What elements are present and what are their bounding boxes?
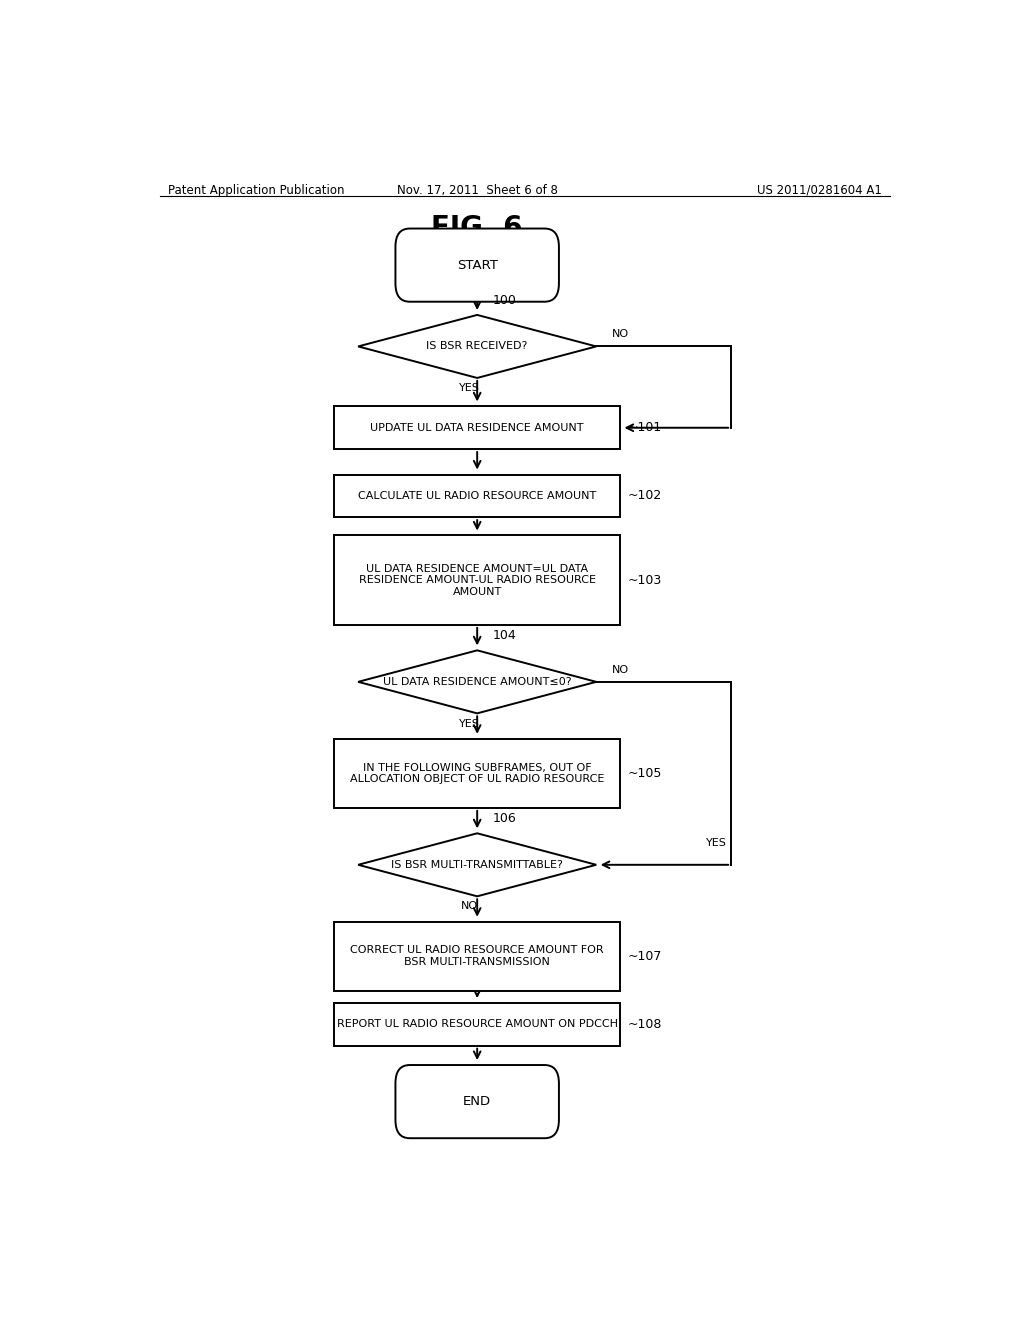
Text: START: START [457,259,498,272]
Bar [334,407,620,449]
Polygon shape [358,315,596,378]
Text: NO: NO [612,665,629,675]
Text: IN THE FOLLOWING SUBFRAMES, OUT OF
ALLOCATION OBJECT OF UL RADIO RESOURCE: IN THE FOLLOWING SUBFRAMES, OUT OF ALLOC… [350,763,604,784]
Text: ~107: ~107 [628,950,663,962]
Text: 100: 100 [494,294,517,306]
Text: YES: YES [459,383,479,393]
Text: 106: 106 [494,812,517,825]
Text: CORRECT UL RADIO RESOURCE AMOUNT FOR
BSR MULTI-TRANSMISSION: CORRECT UL RADIO RESOURCE AMOUNT FOR BSR… [350,945,604,968]
Text: IS BSR MULTI-TRANSMITTABLE?: IS BSR MULTI-TRANSMITTABLE? [391,859,563,870]
Text: 104: 104 [494,630,517,643]
Text: NO: NO [461,902,478,912]
Text: END: END [463,1096,492,1107]
Text: ~103: ~103 [628,574,663,586]
Polygon shape [358,651,596,713]
Bar [334,1003,620,1045]
Text: ~105: ~105 [628,767,663,780]
Text: REPORT UL RADIO RESOURCE AMOUNT ON PDCCH: REPORT UL RADIO RESOURCE AMOUNT ON PDCCH [337,1019,617,1030]
Text: CALCULATE UL RADIO RESOURCE AMOUNT: CALCULATE UL RADIO RESOURCE AMOUNT [358,491,596,500]
Text: YES: YES [459,718,479,729]
Text: UPDATE UL DATA RESIDENCE AMOUNT: UPDATE UL DATA RESIDENCE AMOUNT [371,422,584,433]
Text: Patent Application Publication: Patent Application Publication [168,183,344,197]
Bar [334,921,620,991]
Text: ~102: ~102 [628,490,663,503]
Text: UL DATA RESIDENCE AMOUNT≤0?: UL DATA RESIDENCE AMOUNT≤0? [383,677,571,686]
Text: ~108: ~108 [628,1018,663,1031]
Text: IS BSR RECEIVED?: IS BSR RECEIVED? [427,342,527,351]
Text: UL DATA RESIDENCE AMOUNT=UL DATA
RESIDENCE AMOUNT-UL RADIO RESOURCE
AMOUNT: UL DATA RESIDENCE AMOUNT=UL DATA RESIDEN… [358,564,596,597]
Text: US 2011/0281604 A1: US 2011/0281604 A1 [757,183,882,197]
Bar [334,739,620,808]
Bar [334,536,620,624]
Polygon shape [358,833,596,896]
FancyBboxPatch shape [395,1065,559,1138]
Text: YES: YES [707,838,727,847]
Text: FIG. 6: FIG. 6 [431,214,523,243]
Bar [334,474,620,517]
FancyBboxPatch shape [395,228,559,302]
Text: NO: NO [612,329,629,339]
Text: ~101: ~101 [628,421,663,434]
Text: Nov. 17, 2011  Sheet 6 of 8: Nov. 17, 2011 Sheet 6 of 8 [396,183,558,197]
